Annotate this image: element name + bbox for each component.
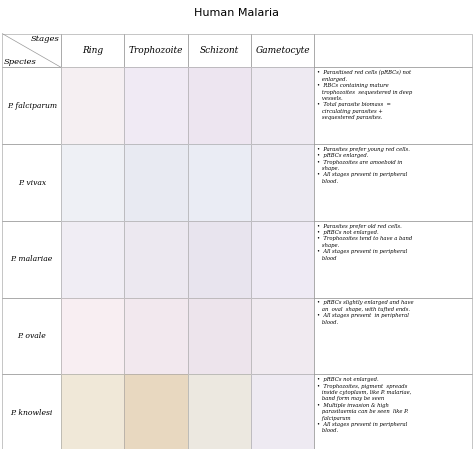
Bar — [314, 221, 472, 298]
Bar — [124, 221, 188, 298]
Bar — [61, 34, 124, 67]
Bar — [188, 67, 251, 144]
Bar — [124, 374, 188, 449]
Bar — [251, 144, 314, 221]
Bar — [124, 221, 188, 298]
Bar — [188, 67, 251, 144]
Bar — [188, 221, 251, 298]
Bar — [61, 374, 124, 449]
Bar — [188, 221, 251, 298]
Text: Gametocyte: Gametocyte — [255, 46, 310, 55]
Text: P. falciparum: P. falciparum — [7, 102, 57, 110]
Bar — [124, 67, 188, 144]
Bar — [124, 374, 188, 449]
Bar — [188, 374, 251, 449]
Text: •  Parasitised red cells (pRBCs) not
   enlarged.
•  RBCs containing mature
   t: • Parasitised red cells (pRBCs) not enla… — [317, 70, 412, 120]
Text: P. knowlesi: P. knowlesi — [10, 409, 53, 417]
Bar — [61, 298, 124, 374]
Bar — [124, 298, 188, 374]
Bar — [251, 221, 314, 298]
Bar — [2, 298, 61, 374]
Text: P. ovale: P. ovale — [18, 332, 46, 340]
Bar — [61, 221, 124, 298]
Bar — [61, 221, 124, 298]
Bar — [124, 67, 188, 144]
Bar — [124, 144, 188, 221]
Bar — [251, 221, 314, 298]
Bar — [2, 144, 61, 221]
Bar — [251, 67, 314, 144]
Text: Schizont: Schizont — [200, 46, 239, 55]
Bar — [188, 298, 251, 374]
Text: •  pRBCs slightly enlarged and have
   an  oval  shape, with tufted ends.
•  All: • pRBCs slightly enlarged and have an ov… — [317, 300, 414, 325]
Bar — [2, 221, 61, 298]
Text: Stages: Stages — [31, 35, 60, 44]
Bar — [314, 374, 472, 449]
Bar — [251, 67, 314, 144]
Bar — [124, 144, 188, 221]
Bar — [314, 144, 472, 221]
Bar — [61, 67, 124, 144]
Bar — [188, 374, 251, 449]
Bar — [314, 34, 472, 67]
Bar — [251, 374, 314, 449]
Bar — [2, 374, 61, 449]
Bar — [2, 67, 61, 144]
Text: Species: Species — [4, 57, 36, 66]
Bar — [251, 374, 314, 449]
Bar — [251, 144, 314, 221]
Bar — [61, 144, 124, 221]
Bar — [61, 298, 124, 374]
Text: P. vivax: P. vivax — [18, 179, 46, 186]
Bar — [124, 298, 188, 374]
Bar — [251, 298, 314, 374]
Bar — [61, 144, 124, 221]
Bar — [61, 67, 124, 144]
Text: Ring: Ring — [82, 46, 103, 55]
Bar — [188, 144, 251, 221]
Bar — [314, 298, 472, 374]
Bar — [188, 298, 251, 374]
Bar — [314, 67, 472, 144]
Text: Human Malaria: Human Malaria — [194, 8, 280, 18]
Bar — [2, 34, 61, 67]
Bar — [251, 298, 314, 374]
Text: P. malariae: P. malariae — [10, 255, 53, 263]
Bar — [61, 374, 124, 449]
Text: •  pRBCs not enlarged.
•  Trophozoites, pigment  spreads
   inside cytoplasm, li: • pRBCs not enlarged. • Trophozoites, pi… — [317, 377, 411, 433]
Text: •  Parasites prefer old red cells.
•  pRBCs not enlarged.
•  Trophozoites tend t: • Parasites prefer old red cells. • pRBC… — [317, 224, 412, 260]
Bar — [188, 34, 251, 67]
Bar — [188, 144, 251, 221]
Text: •  Parasites prefer young red cells.
•  pRBCs enlarged.
•  Trophozoites are amoe: • Parasites prefer young red cells. • pR… — [317, 147, 410, 184]
Bar — [124, 34, 188, 67]
Text: Trophozoite: Trophozoite — [129, 46, 183, 55]
Bar — [251, 34, 314, 67]
